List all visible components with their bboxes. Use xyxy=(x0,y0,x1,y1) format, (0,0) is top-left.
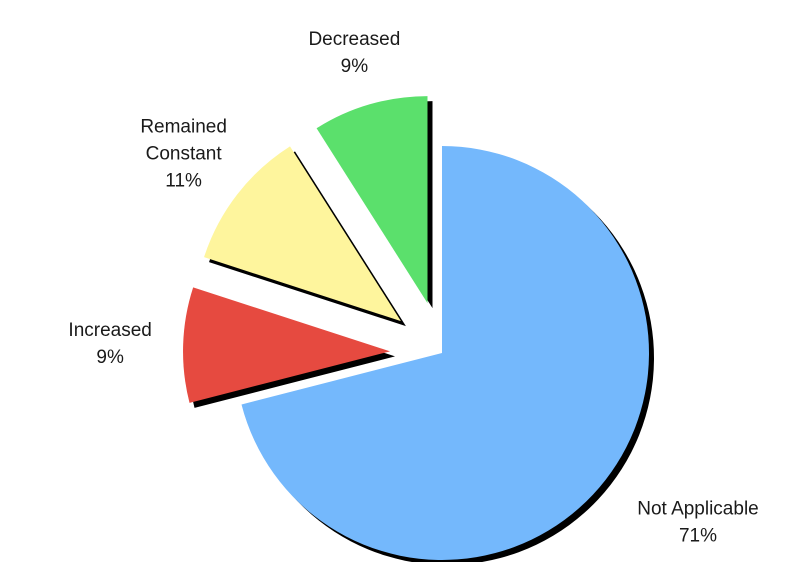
slice-decreased xyxy=(316,96,428,304)
slice-labels: Not Applicable 71% Increased 9% Remained Cons… xyxy=(68,29,758,547)
slice-name-label: Remained xyxy=(140,117,227,138)
slice-not-applicable xyxy=(241,146,649,560)
slice-value-label: 9% xyxy=(341,56,369,77)
slice-name-label: Constant xyxy=(146,144,223,165)
slice-label-decreased: Decreased 9% xyxy=(308,29,400,77)
slice-value-label: 9% xyxy=(96,347,124,368)
slice-label-increased: Increased 9% xyxy=(68,320,151,368)
slice-name-label: Increased xyxy=(68,320,151,341)
slice-remained-constant xyxy=(204,146,401,322)
pie-slices xyxy=(183,96,649,560)
slice-name-label: Decreased xyxy=(308,29,400,50)
slice-value-label: 71% xyxy=(679,526,717,547)
slice-name-label: Not Applicable xyxy=(637,499,758,520)
slice-increased xyxy=(183,287,391,403)
slice-label-remained-constant: Remained Constant 11% xyxy=(140,117,227,192)
slice-label-not-applicable: Not Applicable 71% xyxy=(637,499,758,547)
slice-value-label: 11% xyxy=(165,171,202,192)
